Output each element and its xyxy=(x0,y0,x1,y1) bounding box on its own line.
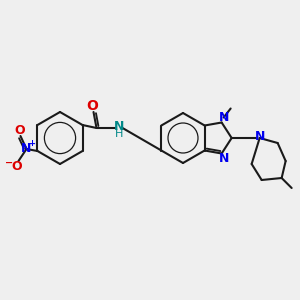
Text: N: N xyxy=(254,130,265,143)
Text: N: N xyxy=(114,119,125,133)
Text: −: − xyxy=(5,158,14,168)
Text: O: O xyxy=(87,99,98,113)
Text: +: + xyxy=(28,139,35,148)
Text: N: N xyxy=(218,152,229,165)
Text: N: N xyxy=(218,111,229,124)
Text: N: N xyxy=(21,142,32,154)
Text: O: O xyxy=(11,160,22,173)
Text: H: H xyxy=(115,129,124,139)
Text: O: O xyxy=(14,124,25,136)
